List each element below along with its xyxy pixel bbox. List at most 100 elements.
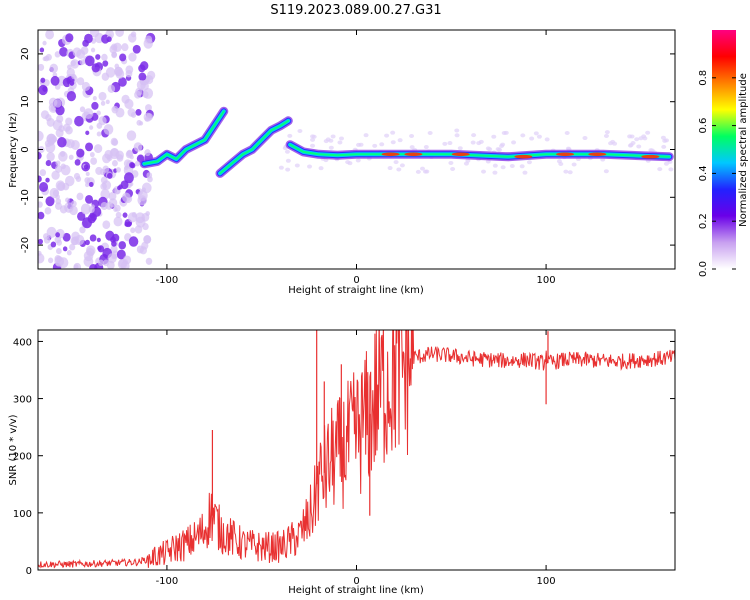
faint-dot: [396, 167, 402, 172]
faint-dot: [397, 138, 403, 143]
noise-blob: [76, 49, 86, 60]
noise-blob: [136, 119, 142, 126]
faint-dot: [662, 138, 668, 143]
hot-spot: [588, 152, 607, 157]
noise-blob: [135, 216, 146, 228]
noise-blob: [89, 264, 98, 269]
noise-blob: [83, 108, 94, 120]
faint-dot: [634, 137, 640, 142]
noise-blob: [126, 130, 137, 141]
noise-blob: [134, 160, 140, 167]
noise-blob: [46, 226, 57, 238]
noise-blob: [90, 157, 98, 165]
faint-dot: [454, 128, 460, 133]
noise-blob: [143, 235, 152, 244]
noise-blob: [62, 232, 71, 242]
noise-blob: [142, 79, 147, 85]
x-tick-label: -100: [156, 275, 179, 286]
noise-blob: [38, 238, 43, 245]
noise-blob: [145, 211, 150, 217]
noise-blob: [66, 91, 77, 102]
noise-blob: [79, 59, 85, 65]
faint-dot: [287, 133, 293, 138]
noise-blob: [127, 212, 138, 223]
x-tick-label: 100: [537, 576, 556, 587]
spectrogram-x-axis-label: Height of straight line (km): [288, 285, 424, 296]
ridge-line: [143, 110, 225, 165]
noise-blob: [55, 105, 65, 116]
noise-blob: [144, 116, 150, 122]
noise-blob: [102, 180, 112, 191]
faint-dot: [642, 136, 648, 141]
faint-dot: [372, 143, 378, 148]
noise-blob: [130, 227, 136, 234]
noise-blob: [69, 205, 78, 216]
noise-blob: [116, 249, 126, 260]
noise-blob: [65, 197, 70, 203]
noise-blob: [86, 247, 95, 257]
faint-dot: [355, 158, 361, 163]
noise-blob: [145, 257, 153, 265]
noise-blob: [111, 159, 118, 167]
faint-dot: [328, 145, 334, 150]
noise-blob: [52, 119, 63, 131]
noise-blob: [79, 106, 86, 113]
noise-blob: [67, 64, 72, 70]
colorbar: 0.0 0.2 0.4 0.6 0.8 Normalized spectral ampl…: [698, 30, 749, 277]
x-tick-label: 0: [353, 576, 359, 587]
faint-dot: [338, 136, 344, 141]
noise-blob: [49, 63, 59, 74]
noise-blob: [107, 84, 116, 93]
colorbar-label: Normalized spectral amplitude: [738, 73, 749, 227]
noise-blob: [91, 101, 99, 110]
faint-dot: [487, 147, 493, 152]
noise-blob: [45, 196, 55, 207]
noise-blob: [121, 43, 129, 52]
noise-blob: [147, 176, 153, 183]
noise-blob: [115, 167, 121, 173]
faint-dot: [522, 170, 528, 175]
faint-dot: [497, 147, 503, 152]
noise-blob: [50, 241, 57, 248]
noise-blob: [121, 192, 131, 203]
noise-blob: [75, 234, 85, 246]
y-tick-label: 400: [13, 337, 32, 348]
faint-dot: [310, 134, 316, 139]
noise-blob: [89, 151, 95, 158]
faint-dot: [294, 163, 300, 168]
noise-blob: [45, 177, 50, 183]
noise-blob: [42, 86, 48, 92]
noise-blob: [62, 246, 68, 252]
figure-title: S119.2023.089.00.27.G31: [270, 3, 441, 18]
noise-blob: [135, 109, 142, 116]
noise-blob: [83, 164, 89, 170]
snr-y-axis-label: SNR (10 * v/v): [8, 414, 19, 485]
spectrogram-marks: [38, 30, 674, 269]
noise-blob: [115, 30, 124, 37]
y-tick-label: 0: [20, 146, 31, 152]
noise-blob: [76, 148, 85, 158]
y-tick-label: -10: [20, 189, 31, 205]
faint-dot: [345, 160, 351, 165]
noise-blob: [69, 243, 76, 251]
noise-blob: [110, 245, 118, 254]
noise-blob: [100, 100, 106, 106]
noise-blob: [144, 149, 151, 157]
noise-blob: [56, 239, 62, 246]
noise-blob: [38, 253, 45, 264]
noise-blob: [94, 144, 103, 154]
faint-dot: [558, 161, 564, 166]
noise-blob: [137, 190, 148, 201]
noise-blob: [84, 239, 90, 246]
noise-blob: [84, 177, 91, 184]
noise-blob: [85, 171, 90, 177]
noise-blob: [55, 160, 61, 166]
noise-blob: [76, 192, 84, 201]
x-tick-label: 0: [353, 275, 359, 286]
noise-blob: [51, 170, 60, 180]
faint-dot: [457, 146, 463, 151]
noise-blob: [96, 122, 103, 129]
faint-dot: [470, 140, 476, 145]
noise-blob: [129, 161, 135, 168]
noise-blob: [81, 217, 92, 229]
